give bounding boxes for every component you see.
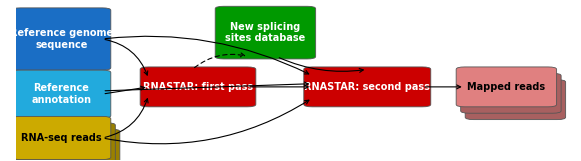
FancyBboxPatch shape [12,70,111,118]
Text: Mapped reads: Mapped reads [467,82,546,92]
FancyArrowPatch shape [279,58,363,72]
FancyBboxPatch shape [456,67,557,107]
FancyArrowPatch shape [425,85,461,89]
Text: RNASTAR: first pass: RNASTAR: first pass [143,82,253,92]
FancyBboxPatch shape [21,129,120,161]
FancyBboxPatch shape [215,6,315,59]
FancyArrowPatch shape [105,36,309,74]
FancyBboxPatch shape [304,67,431,107]
Text: New splicing
sites database: New splicing sites database [225,22,306,43]
FancyBboxPatch shape [140,67,256,107]
FancyArrowPatch shape [105,82,309,91]
FancyBboxPatch shape [12,116,111,160]
FancyBboxPatch shape [12,8,111,70]
FancyArrowPatch shape [105,99,148,137]
FancyBboxPatch shape [17,123,115,161]
FancyArrowPatch shape [195,53,245,68]
Text: Reference genome
sequence: Reference genome sequence [10,28,113,50]
Text: RNASTAR: second pass: RNASTAR: second pass [304,82,430,92]
FancyBboxPatch shape [465,80,566,120]
Text: RNA-seq reads: RNA-seq reads [21,133,102,143]
FancyArrowPatch shape [105,39,148,75]
FancyArrowPatch shape [250,85,309,89]
Text: Reference
annotation: Reference annotation [31,83,91,105]
FancyArrowPatch shape [105,86,145,94]
FancyBboxPatch shape [461,73,561,113]
FancyArrowPatch shape [105,100,309,144]
